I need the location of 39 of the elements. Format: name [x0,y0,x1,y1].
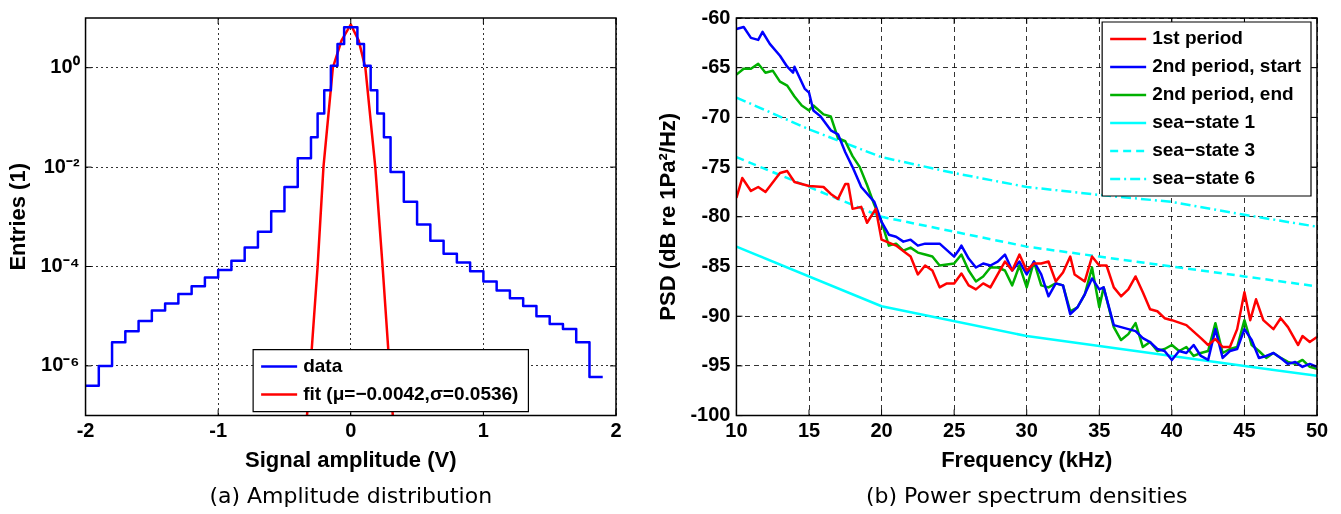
x-tick-label: -2 [76,419,95,442]
x-tick-label: 40 [1160,419,1183,442]
legend-label: sea−state 1 [1152,111,1256,133]
x-tick-label: 20 [870,419,893,442]
legend-label: 2nd period, end [1152,83,1294,105]
y-tick-label: -60 [701,5,731,28]
x-tick-label: 1 [477,419,489,442]
y-axis-title: Entries (1) [5,163,31,271]
y-tick-label: 10⁻² [43,154,80,177]
text: (a) Amplitude distribution [209,482,493,508]
x-axis-title: Frequency (kHz) [941,446,1113,472]
legend-label: sea−state 3 [1152,139,1256,161]
legend-label: fit (μ=−0.0042,σ=0.0536) [303,382,519,404]
x-tick-label: 0 [345,419,357,442]
legend-label: 2nd period, start [1152,55,1302,77]
x-tick-label: 25 [943,419,966,442]
y-tick-label: -95 [701,353,731,376]
y-tick-label: 10⁰ [50,55,80,78]
y-tick-label: 10⁻⁶ [41,353,80,376]
x-tick-label: 50 [1305,419,1329,442]
y-tick-label: -75 [701,154,731,177]
x-axis-title: Signal amplitude (V) [245,446,457,472]
y-tick-label: 10⁻⁴ [40,254,80,277]
y-tick-label: -65 [701,55,731,78]
x-tick-label: 30 [1015,419,1038,442]
x-tick-label: 2 [610,419,622,442]
x-tick-label: 45 [1233,419,1256,442]
y-tick-label: -90 [701,303,731,326]
text: (b) Power spectrum densities [865,482,1188,508]
legend-label: 1st period [1152,27,1243,49]
x-tick-label: 35 [1088,419,1111,442]
y-tick-label: -85 [701,254,731,277]
legend-label: sea−state 6 [1152,167,1256,189]
y-tick-label: -70 [701,104,731,127]
x-tick-label: 15 [797,419,821,442]
y-tick-label: -80 [701,204,731,227]
x-tick-label: -1 [209,419,228,442]
y-axis-title: PSD (dB re 1Pa²/Hz) [655,112,681,321]
legend-label: data [303,354,343,376]
